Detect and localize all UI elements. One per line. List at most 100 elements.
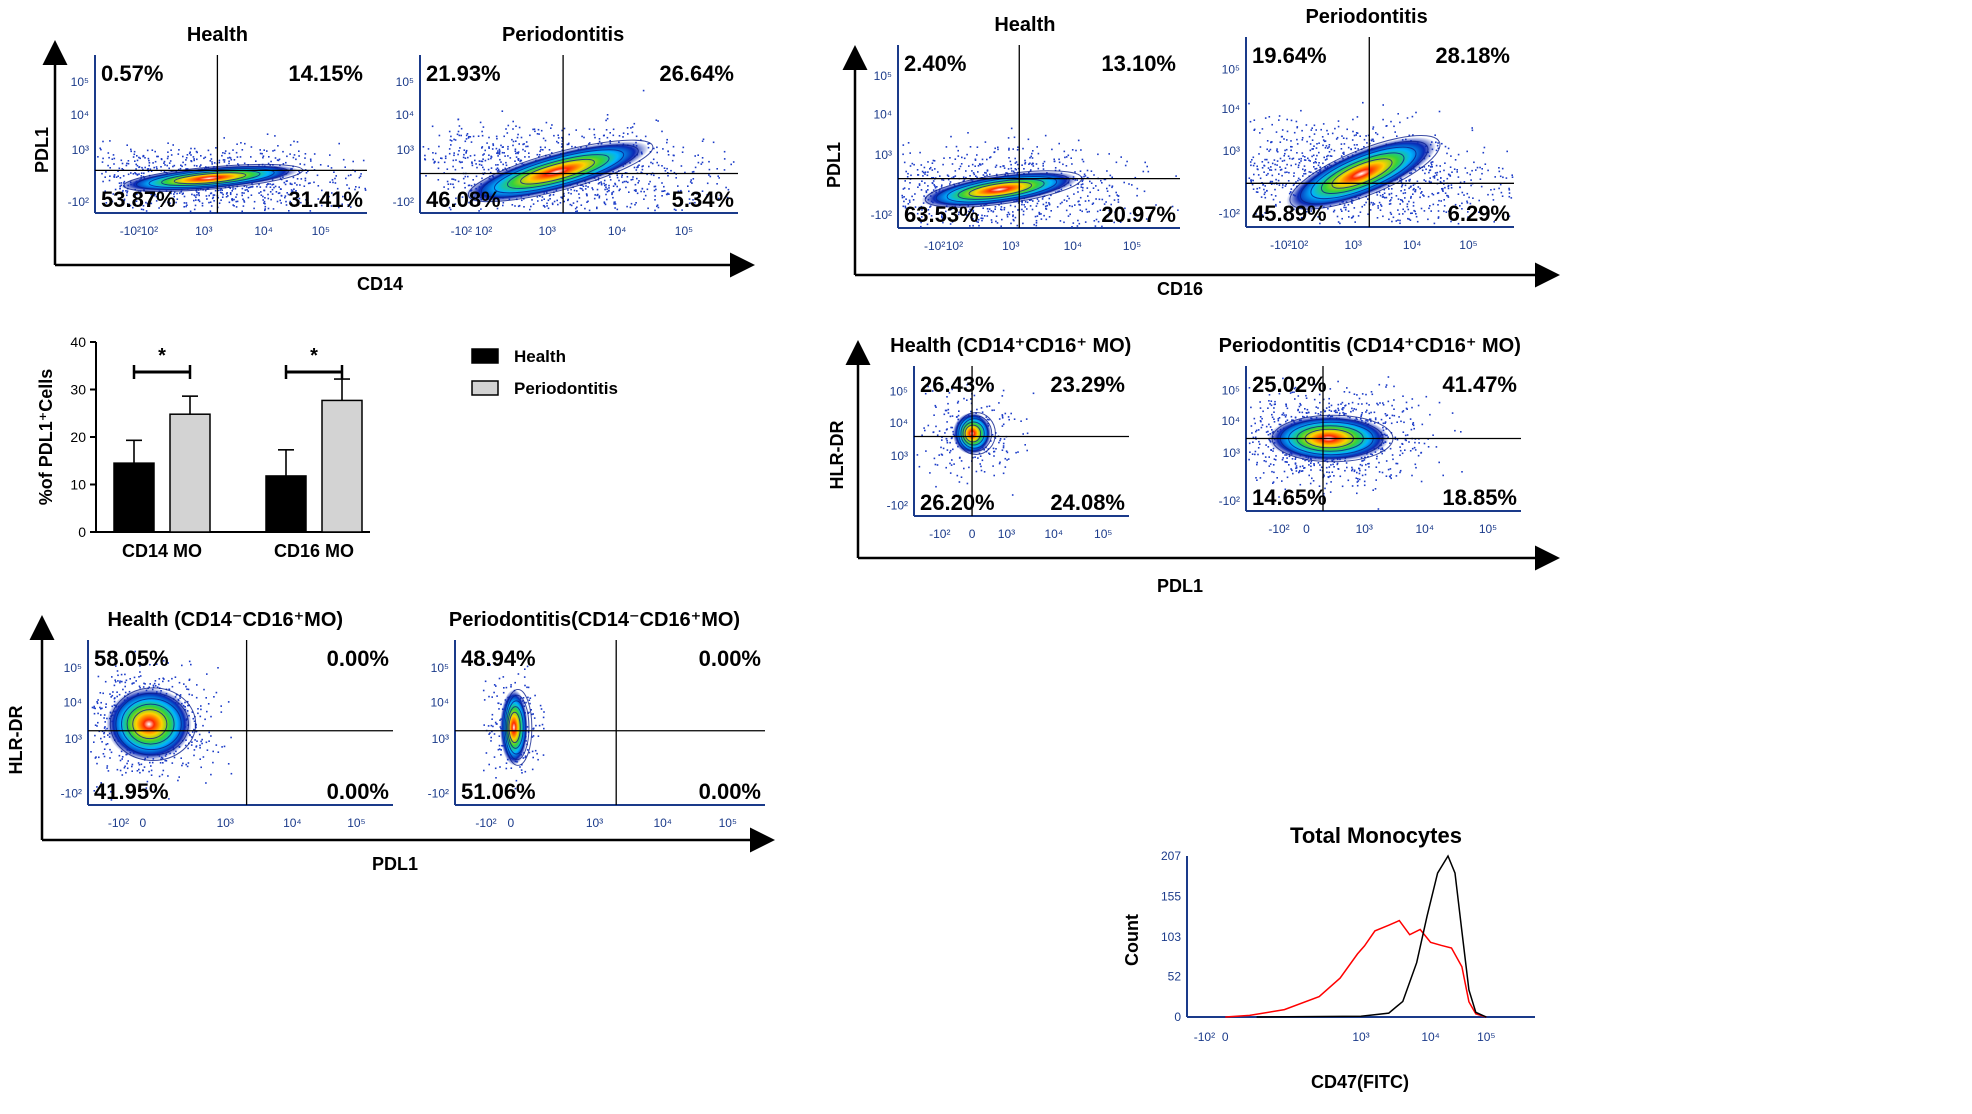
event-dot bbox=[1320, 466, 1323, 469]
event-dot bbox=[670, 169, 672, 172]
event-dot bbox=[1110, 203, 1112, 206]
event-dot bbox=[963, 157, 966, 160]
event-dot bbox=[1319, 469, 1322, 471]
event-dot bbox=[600, 181, 602, 183]
event-dot bbox=[1042, 203, 1045, 206]
event-dot bbox=[1382, 118, 1384, 121]
event-dot bbox=[1004, 466, 1007, 468]
event-dot bbox=[974, 165, 976, 167]
event-dot bbox=[1443, 205, 1446, 207]
event-dot bbox=[1319, 166, 1321, 169]
event-dot bbox=[1390, 196, 1393, 199]
event-dot bbox=[963, 179, 965, 182]
event-dot bbox=[641, 187, 644, 190]
event-dot bbox=[1103, 203, 1106, 205]
quadrant-upper-right-pct: 26.64% bbox=[659, 61, 734, 86]
event-dot bbox=[1111, 185, 1114, 187]
event-dot bbox=[987, 448, 990, 450]
event-dot bbox=[1292, 472, 1294, 475]
event-dot bbox=[1312, 480, 1315, 482]
event-dot bbox=[229, 193, 232, 196]
event-dot bbox=[661, 190, 663, 193]
event-dot bbox=[943, 413, 946, 416]
event-dot bbox=[329, 181, 331, 183]
event-dot bbox=[463, 182, 466, 184]
event-dot bbox=[718, 177, 720, 179]
event-dot bbox=[1264, 196, 1267, 199]
x-axis-label: CD14 bbox=[357, 274, 403, 294]
event-dot bbox=[176, 192, 178, 195]
event-dot bbox=[1315, 161, 1317, 164]
x-tick-label: 10⁵ bbox=[675, 224, 693, 238]
event-dot bbox=[149, 683, 151, 685]
event-dot bbox=[1411, 447, 1414, 450]
event-dot bbox=[244, 142, 246, 145]
event-dot bbox=[1457, 193, 1460, 195]
event-dot bbox=[1499, 183, 1502, 186]
event-dot bbox=[1295, 389, 1297, 392]
event-dot bbox=[1397, 113, 1399, 115]
event-dot bbox=[661, 195, 663, 197]
event-dot bbox=[1325, 482, 1328, 485]
event-dot bbox=[1433, 177, 1436, 179]
event-dot bbox=[270, 198, 272, 201]
event-dot bbox=[242, 198, 244, 201]
event-dot bbox=[1411, 406, 1413, 409]
event-dot bbox=[454, 168, 457, 171]
event-dot bbox=[104, 190, 106, 192]
event-dot bbox=[1429, 413, 1431, 416]
event-dot bbox=[1271, 429, 1273, 431]
flow-plot: Health (CD14⁻CD16⁺MO)-10² 0 10³ 10⁴ 10⁵10⁵10… bbox=[61, 609, 393, 830]
event-dot bbox=[1268, 400, 1270, 402]
event-dot bbox=[1082, 179, 1084, 181]
event-dot bbox=[1043, 160, 1046, 163]
event-dot bbox=[1356, 484, 1359, 487]
event-dot bbox=[998, 204, 1000, 206]
event-dot bbox=[1479, 166, 1481, 169]
event-dot bbox=[934, 185, 936, 187]
event-dot bbox=[110, 790, 112, 793]
event-dot bbox=[1317, 413, 1320, 415]
event-dot bbox=[1061, 201, 1063, 204]
event-dot bbox=[443, 161, 446, 164]
event-dot bbox=[1502, 176, 1504, 179]
event-dot bbox=[130, 150, 132, 153]
event-dot bbox=[193, 194, 195, 196]
event-dot bbox=[186, 168, 189, 170]
event-dot bbox=[126, 162, 128, 165]
event-dot bbox=[120, 182, 123, 184]
event-dot bbox=[993, 474, 995, 477]
event-dot bbox=[1007, 458, 1010, 460]
event-dot bbox=[469, 136, 472, 138]
event-dot bbox=[934, 463, 937, 466]
event-dot bbox=[1402, 208, 1404, 211]
event-dot bbox=[1461, 471, 1463, 473]
event-dot bbox=[295, 190, 297, 192]
event-dot bbox=[146, 202, 149, 205]
x-tick-label: 10³ bbox=[539, 224, 556, 238]
event-dot bbox=[998, 462, 1001, 465]
event-dot bbox=[1026, 449, 1028, 452]
event-dot bbox=[1396, 462, 1399, 465]
event-dot bbox=[259, 152, 262, 155]
event-dot bbox=[458, 125, 461, 127]
event-dot bbox=[576, 200, 579, 203]
event-dot bbox=[656, 205, 658, 208]
event-dot bbox=[1131, 184, 1133, 186]
event-dot bbox=[1410, 185, 1412, 188]
event-dot bbox=[949, 451, 951, 454]
event-dot bbox=[904, 205, 907, 208]
event-dot bbox=[1469, 202, 1472, 205]
event-dot bbox=[1358, 397, 1361, 400]
event-dot bbox=[632, 176, 634, 178]
event-dot bbox=[1400, 181, 1403, 184]
event-dot bbox=[598, 140, 601, 143]
event-dot bbox=[1262, 452, 1264, 455]
event-dot bbox=[470, 184, 473, 187]
event-dot bbox=[545, 121, 548, 124]
plot-title: Periodontitis bbox=[1305, 6, 1427, 28]
event-dot bbox=[1314, 160, 1317, 163]
event-dot bbox=[1081, 183, 1084, 185]
event-dot bbox=[933, 414, 935, 416]
event-dot bbox=[628, 191, 630, 193]
